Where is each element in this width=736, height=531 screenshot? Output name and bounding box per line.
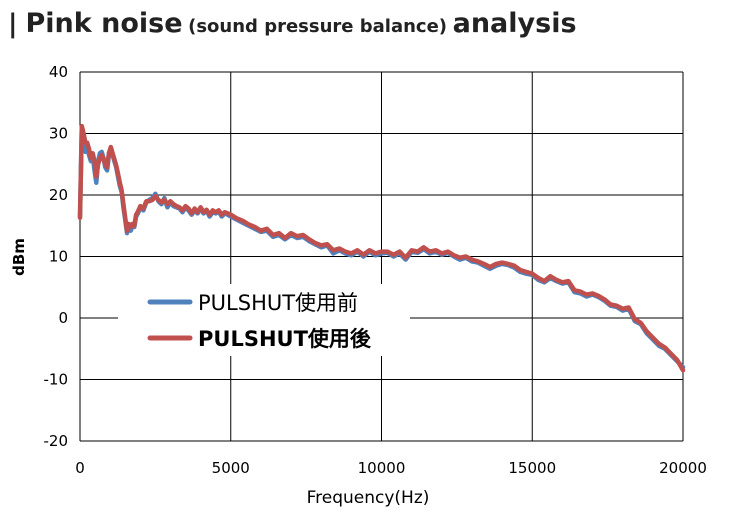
y-tick-label: 10	[49, 248, 68, 266]
x-tick-label: 10000	[358, 459, 406, 477]
y-axis-label: dBm	[10, 238, 28, 276]
x-tick-label: 15000	[508, 459, 556, 477]
series-line-after	[77, 123, 686, 373]
title-bar: |	[8, 9, 18, 39]
x-tick-label: 5000	[212, 459, 250, 477]
title-main: Pink noise	[25, 8, 183, 39]
y-tick-label: 0	[58, 309, 68, 327]
y-tick-label: -20	[44, 432, 69, 450]
chart-title: | Pink noise (sound pressure balance) ana…	[8, 8, 577, 48]
y-tick-label: 30	[49, 125, 68, 143]
x-tick-label: 20000	[659, 459, 707, 477]
legend-background	[118, 284, 410, 356]
title-end: analysis	[452, 8, 577, 39]
legend-label-before: PULSHUT使用前	[198, 291, 358, 315]
tick-labels: -20 -10 0 10 20 30 40 0 5000 10000 15000 20000	[44, 63, 707, 477]
legend: PULSHUT使用前 PULSHUT使用後	[118, 284, 410, 356]
title-subtitle: (sound pressure balance)	[188, 16, 448, 37]
gridlines	[79, 71, 684, 442]
series-layer	[77, 123, 686, 373]
y-tick-label: -10	[44, 371, 69, 389]
x-tick-label: 0	[75, 459, 85, 477]
y-tick-label: 40	[49, 63, 68, 81]
legend-label-after: PULSHUT使用後	[198, 327, 372, 351]
x-axis-label: Frequency(Hz)	[307, 488, 430, 508]
y-tick-label: 20	[49, 186, 68, 204]
